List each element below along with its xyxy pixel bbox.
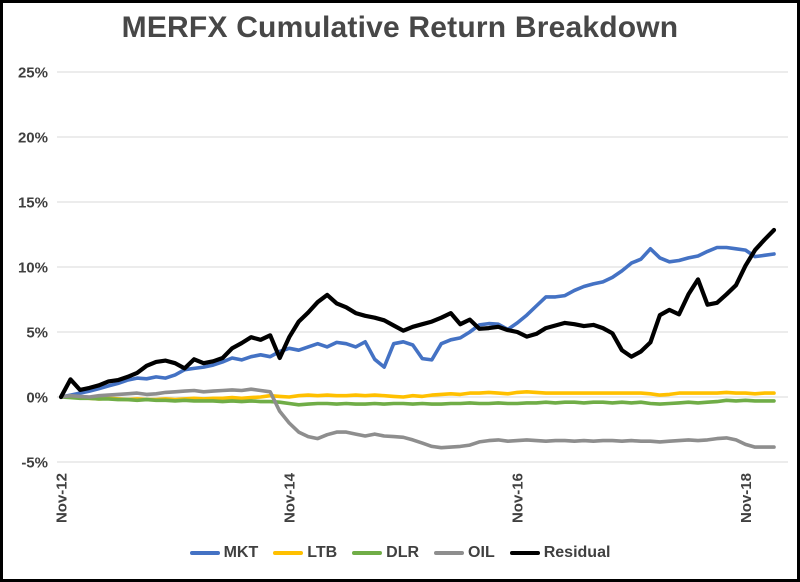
series-line-oil xyxy=(59,387,776,450)
x-axis-tick-labels: Nov-12 Nov-14 Nov-16 Nov-18 xyxy=(53,472,755,523)
y-axis-label: 15% xyxy=(18,195,48,212)
legend-swatch-oil xyxy=(434,551,465,555)
legend-item-mkt: MKT xyxy=(189,544,259,562)
y-axis-label: 5% xyxy=(26,325,48,342)
x-axis-label: Nov-16 xyxy=(510,473,527,523)
legend-item-residual: Residual xyxy=(509,544,611,562)
legend-swatch-residual xyxy=(509,551,540,555)
legend-label: MKT xyxy=(223,544,259,561)
y-axis-label: 0% xyxy=(26,390,48,407)
chart-legend: MKT LTB DLR OIL Residual xyxy=(3,544,797,562)
legend-swatch-dlr xyxy=(352,551,383,555)
legend-swatch-mkt xyxy=(189,551,220,555)
legend-item-ltb: LTB xyxy=(273,544,337,562)
line-chart: 25%20%15%10%5%0%-5% Nov-12 Nov-14 Nov-16 No… xyxy=(18,65,788,523)
legend-label: LTB xyxy=(307,544,338,561)
x-axis-label: Nov-18 xyxy=(738,473,755,523)
y-axis-tick-labels: 25% 20% 15% 10% 5% 0% -5% xyxy=(18,65,48,472)
y-axis-label: 25% xyxy=(18,65,48,82)
y-axis-label: -5% xyxy=(21,455,48,472)
legend-swatch-ltb xyxy=(273,551,304,555)
y-axis-label: 10% xyxy=(18,260,48,277)
legend-item-dlr: DLR xyxy=(352,544,419,562)
x-axis-label: Nov-14 xyxy=(281,472,298,523)
legend-label: Residual xyxy=(543,544,611,561)
series-line-mkt xyxy=(59,245,776,399)
x-axis-label: Nov-12 xyxy=(53,473,70,523)
series-line-residual xyxy=(58,227,777,400)
legend-label: DLR xyxy=(386,544,420,561)
series-line-dlr xyxy=(59,395,776,407)
legend-item-oil: OIL xyxy=(434,544,495,562)
chart-title: MERFX Cumulative Return Breakdown xyxy=(121,11,679,44)
data-series-lines xyxy=(58,227,777,450)
legend-label: OIL xyxy=(468,544,495,561)
y-axis-label: 20% xyxy=(18,130,48,147)
